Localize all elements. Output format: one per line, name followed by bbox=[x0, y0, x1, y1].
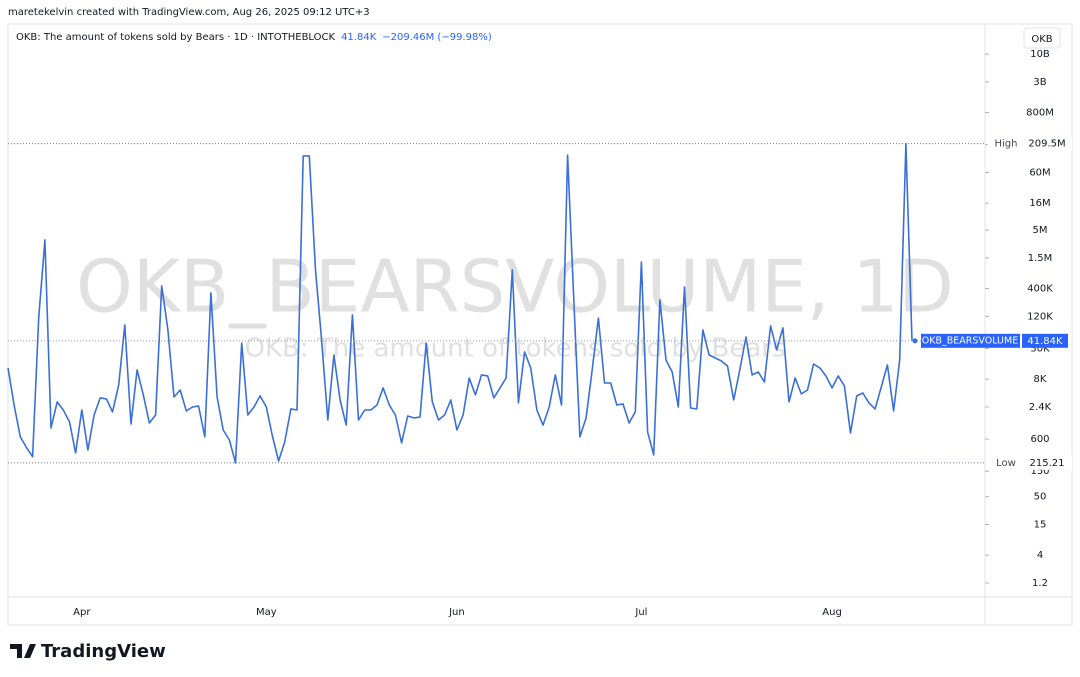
low-value-label: 215.21 bbox=[1030, 458, 1065, 469]
y-tick-label: 30K bbox=[1030, 344, 1050, 355]
logo-icon bbox=[10, 644, 36, 658]
x-tick-label: Apr bbox=[73, 607, 91, 618]
y-tick-label: 800M bbox=[1026, 108, 1054, 119]
chart-frame bbox=[7, 23, 1073, 626]
legend-value: 41.84K bbox=[341, 32, 377, 43]
x-tick-label: Jul bbox=[634, 607, 647, 618]
y-tick-label: 60M bbox=[1029, 168, 1050, 179]
last-value-label: 41.84K bbox=[1027, 336, 1063, 347]
low-label: Low bbox=[996, 458, 1016, 469]
footer-logo: TradingView bbox=[10, 641, 166, 662]
last-value-label-bg bbox=[1022, 333, 1068, 348]
footer-brand: TradingView bbox=[41, 641, 166, 662]
high-label: High bbox=[995, 139, 1018, 150]
legend: OKB: The amount of tokens sold by Bears … bbox=[16, 32, 492, 43]
high-label-bg bbox=[988, 136, 1072, 151]
y-tick-label: 150 bbox=[1030, 466, 1049, 477]
y-tick-label: 3B bbox=[1033, 77, 1046, 88]
series-line bbox=[7, 142, 913, 464]
high-value-label: 209.5M bbox=[1028, 139, 1065, 150]
series-name-label: OKB_BEARSVOLUME bbox=[922, 335, 1018, 346]
symbol-box-label[interactable]: OKB bbox=[1031, 34, 1052, 45]
y-tick-label: 4 bbox=[1037, 550, 1043, 561]
x-tick-label: Jun bbox=[448, 607, 465, 618]
y-tick-label: 600 bbox=[1030, 434, 1049, 445]
x-tick-label: May bbox=[256, 607, 277, 618]
legend-name: OKB: The amount of tokens sold by Bears … bbox=[16, 32, 336, 43]
y-tick-label: 10B bbox=[1030, 49, 1050, 60]
y-tick-label: 50 bbox=[1034, 492, 1047, 503]
y-tick-label: 8K bbox=[1034, 374, 1047, 385]
symbol-box[interactable] bbox=[1023, 27, 1061, 49]
y-tick-label: 2.4K bbox=[1029, 402, 1052, 413]
legend-change: −209.46M (−99.98%) bbox=[382, 32, 492, 43]
y-tick-label: 16M bbox=[1029, 198, 1050, 209]
series-name-label-bg bbox=[921, 333, 1020, 348]
header: maretekelvin created with TradingView.co… bbox=[8, 7, 370, 18]
x-tick-label: Aug bbox=[822, 607, 842, 618]
y-tick-label: 1.2 bbox=[1032, 578, 1048, 589]
y-tick-label: 1.5M bbox=[1028, 253, 1053, 264]
y-tick-label: 15 bbox=[1034, 520, 1047, 531]
y-tick-label: 5M bbox=[1033, 225, 1048, 236]
last-point bbox=[912, 338, 918, 344]
y-tick-label: 120K bbox=[1027, 311, 1053, 322]
low-label-bg bbox=[988, 455, 1072, 470]
y-tick-label: 400K bbox=[1027, 284, 1053, 295]
